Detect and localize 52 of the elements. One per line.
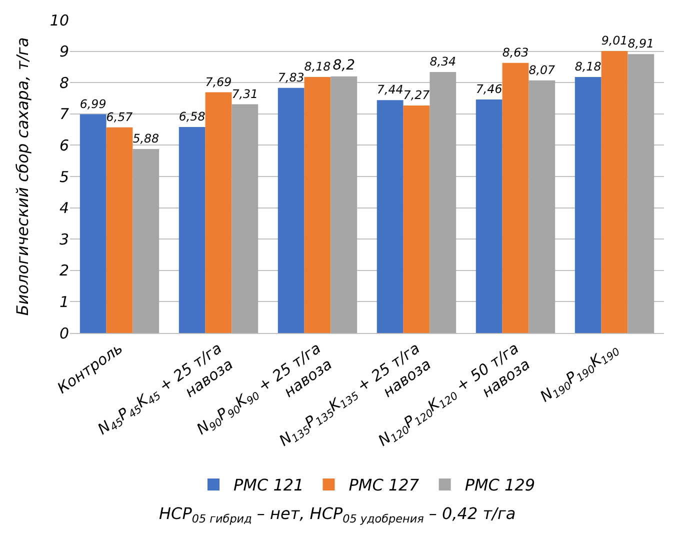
y-tick-label: 8 (59, 74, 69, 92)
y-axis-title: Биологический сбор сахара, т/га (13, 37, 32, 316)
data-label: 6,58 (178, 110, 206, 124)
text: НСР$_{05 гибрид}$ – нет, НСР$_{05 удобрения}$ – 0,42 т/га (159, 504, 516, 526)
data-label: 9,01 (601, 34, 628, 48)
y-tick-label: 5 (59, 168, 69, 186)
y-tick-label: 7 (59, 105, 70, 124)
y-tick-label: 0 (59, 324, 69, 342)
data-label: 6,99 (80, 96, 106, 111)
bar (106, 127, 133, 333)
bar (476, 100, 502, 333)
bar (80, 114, 106, 333)
y-tick-label: 2 (59, 262, 69, 280)
bar (205, 92, 232, 333)
data-label: 7,69 (205, 74, 232, 89)
bar (178, 127, 206, 333)
data-label: 8,2 (332, 57, 356, 74)
bar (376, 100, 404, 333)
bar (574, 76, 602, 333)
data-label: 8,91 (628, 36, 654, 51)
bar (528, 80, 556, 333)
data-label: 7,31 (232, 86, 258, 101)
data-label: 7,83 (278, 70, 304, 85)
bar (278, 88, 304, 333)
data-label: 5,88 (132, 132, 160, 146)
bar (430, 72, 456, 333)
data-label: 7,44 (376, 82, 404, 97)
data-label: 8,18 (304, 60, 331, 74)
legend-label: РМС 121 (234, 476, 304, 495)
y-tick-label: 9 (59, 42, 69, 61)
bar (601, 50, 628, 333)
data-label: 7,27 (403, 88, 430, 102)
legend-label: РМС 127 (348, 476, 420, 495)
bar (232, 104, 258, 333)
bar (628, 54, 654, 333)
data-label: 8,07 (528, 63, 556, 78)
y-tick-label: 6 (59, 136, 69, 154)
data-label: 7,46 (476, 82, 502, 96)
bar (403, 105, 430, 333)
legend-label: РМС 129 (464, 476, 536, 495)
y-tick-label: 3 (59, 230, 69, 248)
data-label: 6,57 (106, 110, 134, 124)
y-tick-label: 4 (59, 199, 69, 218)
bar (132, 148, 160, 333)
y-tick-label: 10 (50, 11, 69, 30)
data-label: 8,18 (574, 60, 602, 74)
bar (330, 76, 358, 333)
y-tick-label: 1 (59, 292, 69, 311)
bar (502, 62, 529, 333)
data-label: 8,63 (502, 45, 529, 60)
data-label: 8,34 (430, 54, 456, 69)
bar (304, 76, 331, 333)
